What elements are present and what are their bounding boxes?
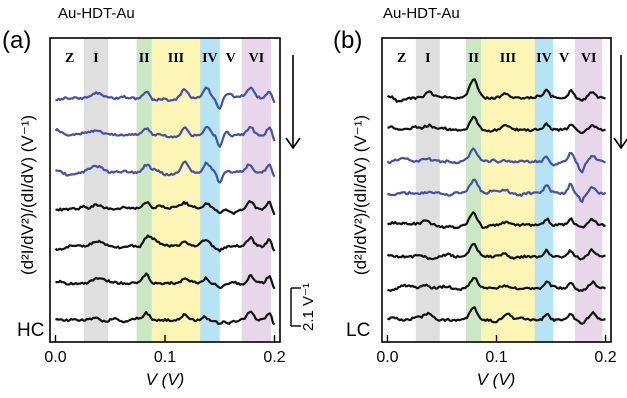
panel-b-region-label-V: V xyxy=(559,51,569,66)
panel-b-curve-3-blue xyxy=(386,147,606,174)
panel-a-xtick-label: 0.0 xyxy=(44,349,66,366)
panel-b-xtick-label: 0.1 xyxy=(485,349,507,366)
panel-b-region-I xyxy=(415,38,440,342)
panel-b-xtick-label: 0.0 xyxy=(376,349,398,366)
panel-a-curve-2-blue xyxy=(54,125,276,148)
panel-a-region-IV xyxy=(200,38,220,342)
panel-b-ticks: 0.0 0.1 0.2 xyxy=(376,335,617,366)
panel-a-region-III xyxy=(151,38,201,342)
panel-b-curve-4-blue xyxy=(386,178,607,203)
panel-a-scale-bar xyxy=(290,287,301,327)
panel-a-region-label-V: V xyxy=(226,51,236,66)
panel-b-curve-5-black xyxy=(386,211,606,230)
panel-b-region-label-II: II xyxy=(468,51,479,66)
panel-b-curve-1-black xyxy=(386,78,606,103)
panel-b-region-label-Z: Z xyxy=(397,51,406,66)
panel-b-curves xyxy=(386,78,607,325)
panel-a-xlabel: V (V) xyxy=(146,370,185,389)
panel-a-scale-bar-label: 2.1 V⁻¹ xyxy=(300,283,317,331)
panel-a-region-label-II: II xyxy=(139,51,150,66)
panel-a-region-label-I: I xyxy=(93,51,98,66)
panel-a-corner-label: HC xyxy=(17,320,44,341)
panel-b-curve-2-black xyxy=(387,115,607,135)
panel-b-region-label-IV: IV xyxy=(536,51,552,66)
panel-b-curve-7-black xyxy=(387,276,607,293)
panel-a-region-I xyxy=(83,38,109,342)
panel-b-ylabel: (d²I/dV²)/(dI/dV) (V⁻¹) xyxy=(351,115,370,275)
panel-b-curve-6-black xyxy=(386,242,606,261)
panel-a-ticks: 0.0 0.1 0.2 xyxy=(44,335,286,366)
panel-b-curve-8-black xyxy=(386,306,606,325)
panel-b-region-labels: Z I II III IV V VI xyxy=(397,51,596,66)
panel-a-regions xyxy=(83,38,272,342)
panel-a-curve-6-black xyxy=(55,272,276,290)
panel-b-down-arrow xyxy=(613,55,627,150)
panel-a-curves xyxy=(54,86,276,326)
panel-a-xtick-label: 0.1 xyxy=(154,349,176,366)
panel-a-curve-4-black xyxy=(55,199,276,216)
panel-a-region-VI xyxy=(241,38,272,342)
panel-a-ylabel: (d²I/dV²)/(dI/dV) (V⁻¹) xyxy=(18,115,37,275)
panel-b-junction-title: Au-HDT-Au xyxy=(383,5,460,22)
panel-a-curve-1-blue xyxy=(55,86,276,110)
panel-a-curve-3-blue xyxy=(55,160,276,184)
panel-b-region-label-VI: VI xyxy=(581,51,597,66)
panel-a-region-II xyxy=(136,38,152,342)
panel-b-xtick-label: 0.2 xyxy=(594,349,616,366)
panel-a-junction-title: Au-HDT-Au xyxy=(58,5,135,22)
panel-a: Z I II III IV V VI 0.0 0.1 0.2 (a) Au-HDT-Au HC … xyxy=(2,5,317,389)
panel-a-region-labels: Z I II III IV V VI xyxy=(65,51,264,66)
panel-a-down-arrow xyxy=(285,55,301,150)
panel-a-curve-7-black xyxy=(54,310,276,326)
panel-a-region-label-IV: IV xyxy=(202,51,218,66)
panel-b-xlabel: V (V) xyxy=(477,370,516,389)
panel-b-corner-label: LC xyxy=(346,320,370,341)
panel-b-region-II xyxy=(465,38,482,342)
panel-b: Z I II III IV V VI 0.0 0.1 0.2 (b) Au-HDT-Au LC … xyxy=(333,5,627,389)
panel-b-region-label-III: III xyxy=(500,51,516,66)
panel-a-region-label-VI: VI xyxy=(249,51,265,66)
panel-a-xtick-label: 0.2 xyxy=(263,349,285,366)
panel-a-curve-5-black xyxy=(54,234,276,253)
panel-b-region-label-I: I xyxy=(425,51,430,66)
panel-a-region-label-III: III xyxy=(168,51,184,66)
panel-a-region-label-Z: Z xyxy=(65,51,74,66)
panel-b-label: (b) xyxy=(333,27,362,54)
panel-a-label: (a) xyxy=(2,27,31,54)
